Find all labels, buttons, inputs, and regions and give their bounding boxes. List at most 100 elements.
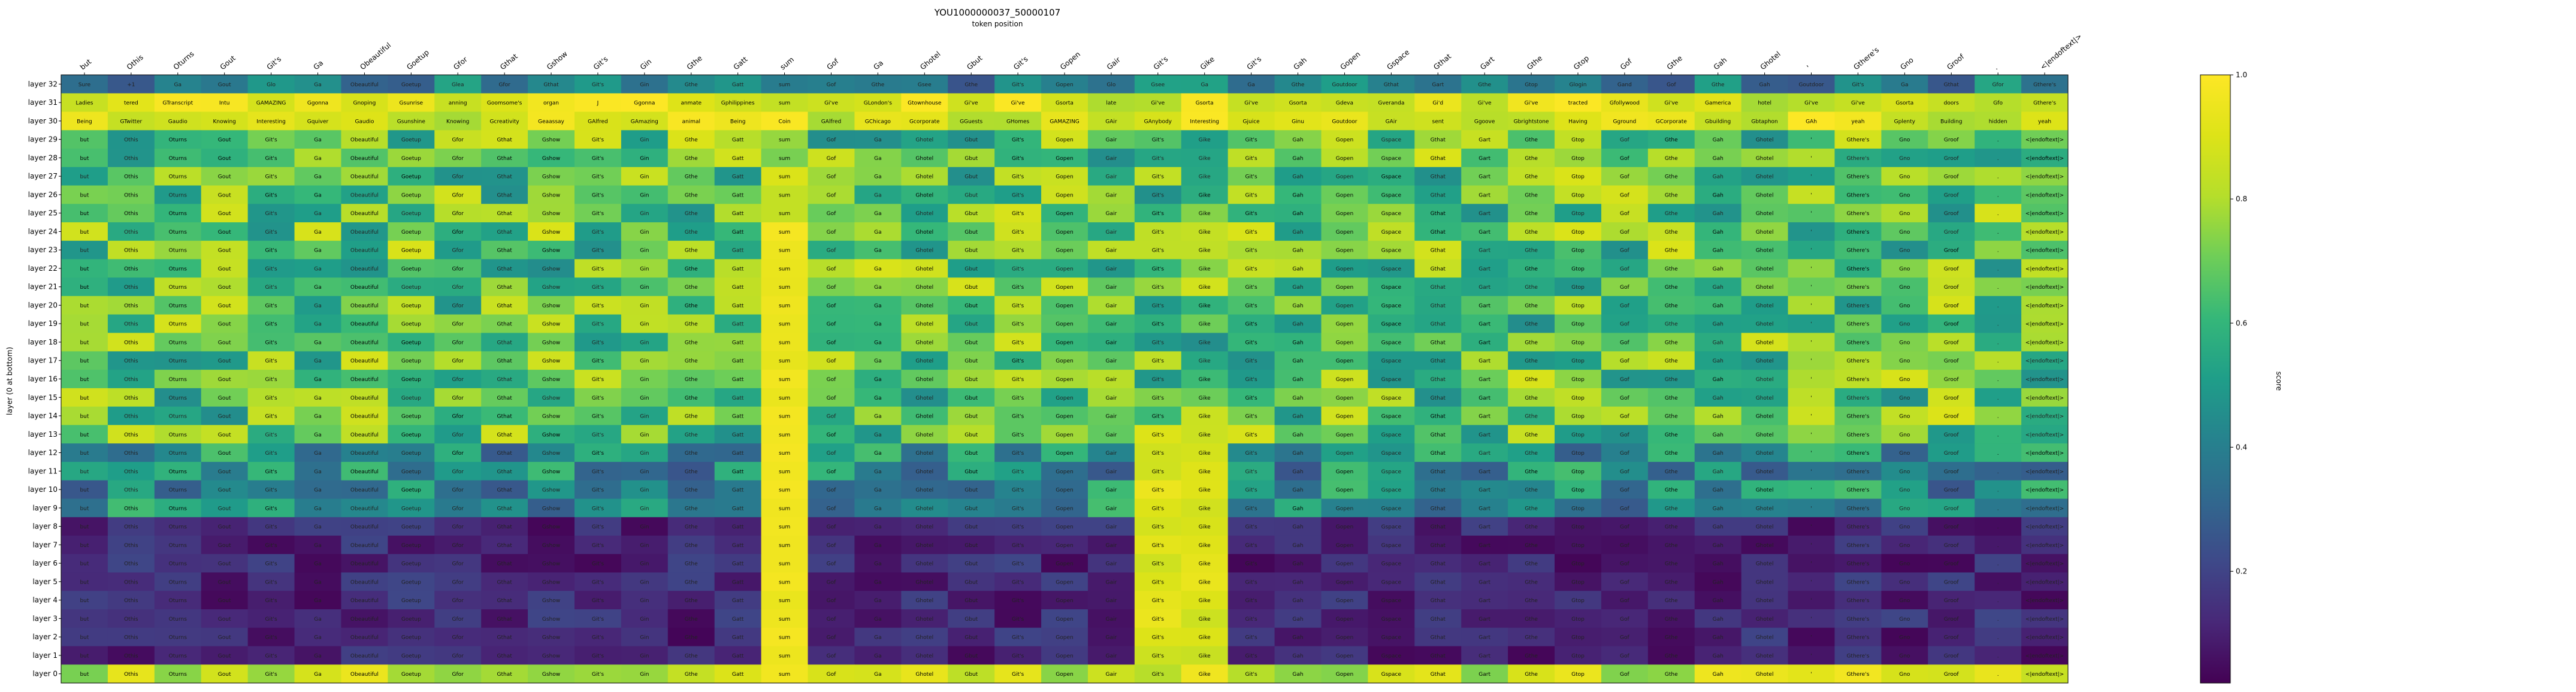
- cell-token-label: .: [1997, 395, 1999, 401]
- cell-token-label: Gfor: [452, 598, 464, 604]
- heatmap-cell: [1461, 185, 1508, 204]
- heatmap-cell: [761, 93, 809, 113]
- heatmap-cell: [1134, 222, 1182, 241]
- heatmap-cell: [434, 222, 482, 241]
- cell-token-label: GAh: [1806, 119, 1817, 125]
- heatmap-cell: [948, 222, 995, 241]
- cell-token-label: Obeautiful: [350, 653, 379, 659]
- cell-token-label: Gin: [640, 303, 649, 309]
- cell-token-label: Gspace: [1381, 303, 1402, 309]
- cell-token-label: Gno: [1899, 653, 1910, 659]
- cell-token-label: Gair: [1106, 266, 1117, 272]
- cell-token-label: Git's: [1245, 285, 1257, 291]
- cell-token-label: Gah: [1292, 174, 1303, 180]
- heatmap-cell: [1414, 75, 1462, 94]
- cell-token-label: Gspace: [1381, 229, 1402, 235]
- cell-token-label: Gtop: [1571, 506, 1585, 512]
- heatmap-cell: [1928, 130, 1975, 149]
- cell-token-label: but: [80, 579, 89, 585]
- cell-token-label: Groof: [1944, 524, 1959, 530]
- cell-token-label: Gthe: [1525, 358, 1538, 364]
- heatmap-cell: [1928, 75, 1975, 94]
- heatmap-cell: [1087, 204, 1135, 223]
- cell-token-label: Gfo: [1993, 101, 2003, 107]
- heatmap-cell: [107, 93, 155, 113]
- heatmap-cell: [808, 333, 855, 352]
- cell-token-label: Gbut: [965, 137, 978, 143]
- heatmap-cell: [948, 333, 995, 352]
- heatmap-cell: [1788, 130, 1835, 149]
- heatmap-cell: [61, 93, 108, 113]
- heatmap-cell: [621, 277, 669, 297]
- heatmap-cell: [1694, 93, 1742, 113]
- heatmap-cell: [528, 351, 575, 370]
- cell-token-label: Gof: [1620, 672, 1629, 678]
- cell-token-label: Ga: [314, 414, 322, 420]
- cell-token-label: Gthe: [1525, 506, 1538, 512]
- x-tick-label: Git's: [265, 55, 283, 71]
- cell-token-label: Being: [730, 119, 746, 125]
- cell-token-label: Gike: [1199, 598, 1211, 604]
- cell-token-label: Gno: [1899, 395, 1910, 401]
- cell-token-label: Obeautiful: [350, 524, 379, 530]
- cell-token-label: but: [80, 395, 89, 401]
- heatmap-cell: [1087, 351, 1135, 370]
- cell-token-label: Gike: [1199, 469, 1211, 475]
- heatmap-cell: [808, 93, 855, 113]
- cell-token-label: GTwitter: [120, 119, 142, 125]
- cell-token-label: Ga: [874, 469, 882, 475]
- cell-token-label: Gthe: [1665, 432, 1678, 438]
- heatmap-cell: [667, 222, 715, 241]
- heatmap-cell: [1555, 93, 1602, 113]
- cell-token-label: Gfor: [452, 451, 464, 457]
- cell-token-label: Gbut: [965, 635, 978, 641]
- heatmap-cell: [901, 240, 948, 260]
- x-tick-label: Gthere's: [1852, 46, 1880, 71]
- cell-token-label: Git's: [265, 377, 277, 383]
- cell-token-label: Gthe: [685, 635, 698, 641]
- heatmap-cell: [1181, 333, 1229, 352]
- cell-token-label: Othis: [124, 579, 138, 585]
- cell-token-label: Gatt: [732, 653, 744, 659]
- cell-token-label: Gthe: [1665, 451, 1678, 457]
- y-tick-label: layer 25: [28, 209, 58, 217]
- heatmap-cell: [1181, 75, 1229, 94]
- heatmap-cell: [1881, 185, 1928, 204]
- heatmap-cell: [481, 93, 528, 113]
- cell-token-label: Ga: [314, 137, 322, 143]
- cell-token-label: Git's: [592, 174, 604, 180]
- cell-token-label: Gthat: [1431, 285, 1446, 291]
- cell-token-label: Gthere's: [1846, 451, 1869, 457]
- cell-token-label: Gatt: [732, 598, 744, 604]
- cell-token-label: Gof: [1620, 377, 1629, 383]
- cell-token-label: ': [1810, 229, 1812, 235]
- cell-token-label: Gshow: [542, 579, 560, 585]
- heatmap-cell: [481, 259, 528, 278]
- cell-token-label: Ladies: [75, 101, 93, 107]
- heatmap-cell: [1461, 167, 1508, 186]
- heatmap-cell: [1461, 130, 1508, 149]
- cell-token-label: Gin: [640, 635, 649, 641]
- cell-token-label: Gah: [1292, 598, 1303, 604]
- cell-token-label: Gopen: [1056, 524, 1073, 530]
- heatmap-cell: [1227, 130, 1275, 149]
- cell-token-label: Gout: [218, 635, 231, 641]
- heatmap-cell: [1508, 277, 1555, 297]
- heatmap-cell: [247, 259, 295, 278]
- heatmap-cell: [528, 130, 575, 149]
- cell-token-label: Gah: [1713, 598, 1724, 604]
- cell-token-label: Gtop: [1571, 451, 1585, 457]
- heatmap-cell: [294, 314, 341, 334]
- cell-token-label: Gah: [1713, 174, 1724, 180]
- cell-token-label: Ggonna: [634, 101, 655, 107]
- heatmap-cell: [2021, 259, 2069, 278]
- cell-token-label: Gah: [1713, 248, 1724, 254]
- heatmap-cell: [341, 149, 388, 168]
- cell-token-label: Gthat: [1431, 672, 1446, 678]
- y-axis-title: layer (0 at bottom): [5, 347, 14, 415]
- cell-token-label: ': [1810, 395, 1812, 401]
- cell-token-label: Gthere's: [1846, 432, 1869, 438]
- heatmap-cell: [247, 333, 295, 352]
- cell-token-label: Gatt: [732, 469, 744, 475]
- x-tick-label: Obeautiful: [358, 41, 392, 71]
